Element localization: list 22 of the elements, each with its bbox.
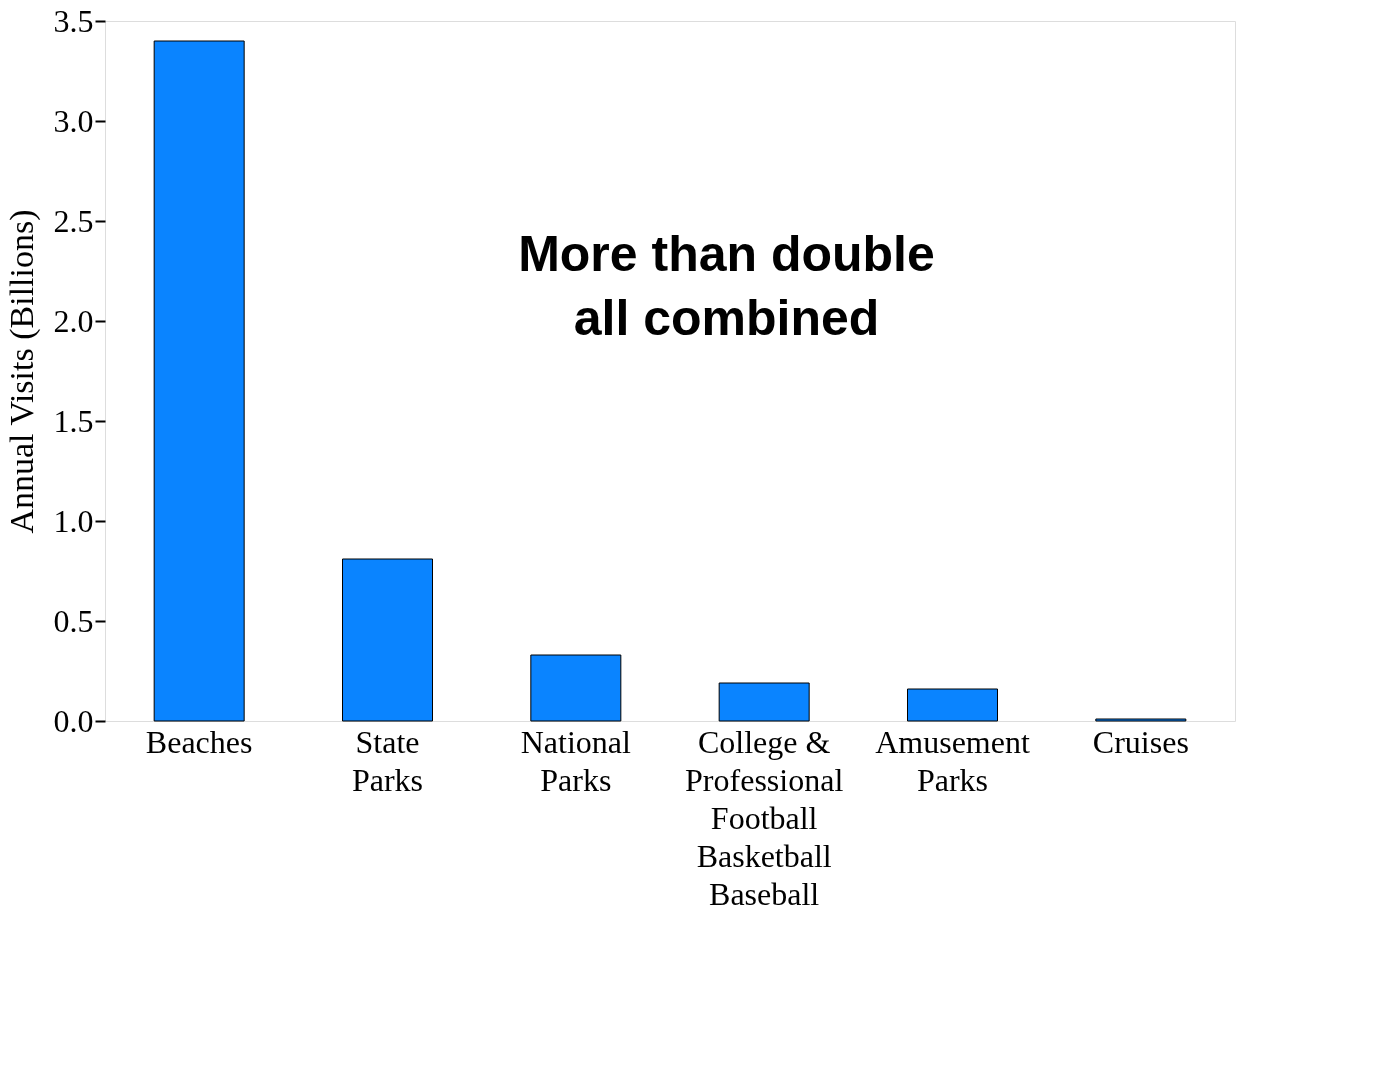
x-tick-label: Cruises xyxy=(1092,723,1189,760)
bar xyxy=(342,558,433,722)
x-tick-label: National Parks xyxy=(520,723,632,798)
bar xyxy=(907,688,998,722)
annotation: More than double all combined xyxy=(518,226,935,346)
y-tick-label: 1.0 xyxy=(53,502,94,539)
y-tick-label: 1.5 xyxy=(53,402,94,439)
y-tick-label: 2.0 xyxy=(53,302,94,339)
y-axis-title: Annual Visits (Billions) xyxy=(2,209,41,534)
x-tick-label: College & Professional Football Basketball Baseball xyxy=(685,723,844,912)
bar xyxy=(530,654,622,722)
y-tick-label: 0.0 xyxy=(53,702,94,739)
bar xyxy=(153,40,245,722)
x-tick-label: Amusement Parks xyxy=(875,723,1030,798)
y-tick-label: 2.5 xyxy=(53,202,94,239)
bar xyxy=(718,682,810,722)
y-tick-label: 3.5 xyxy=(53,2,94,39)
x-tick-label: State Parks xyxy=(351,723,424,798)
y-tick-label: 0.5 xyxy=(53,602,94,639)
y-tick-label: 3.0 xyxy=(53,102,94,139)
x-tick-label: Beaches xyxy=(145,723,253,760)
bar xyxy=(1095,718,1187,722)
